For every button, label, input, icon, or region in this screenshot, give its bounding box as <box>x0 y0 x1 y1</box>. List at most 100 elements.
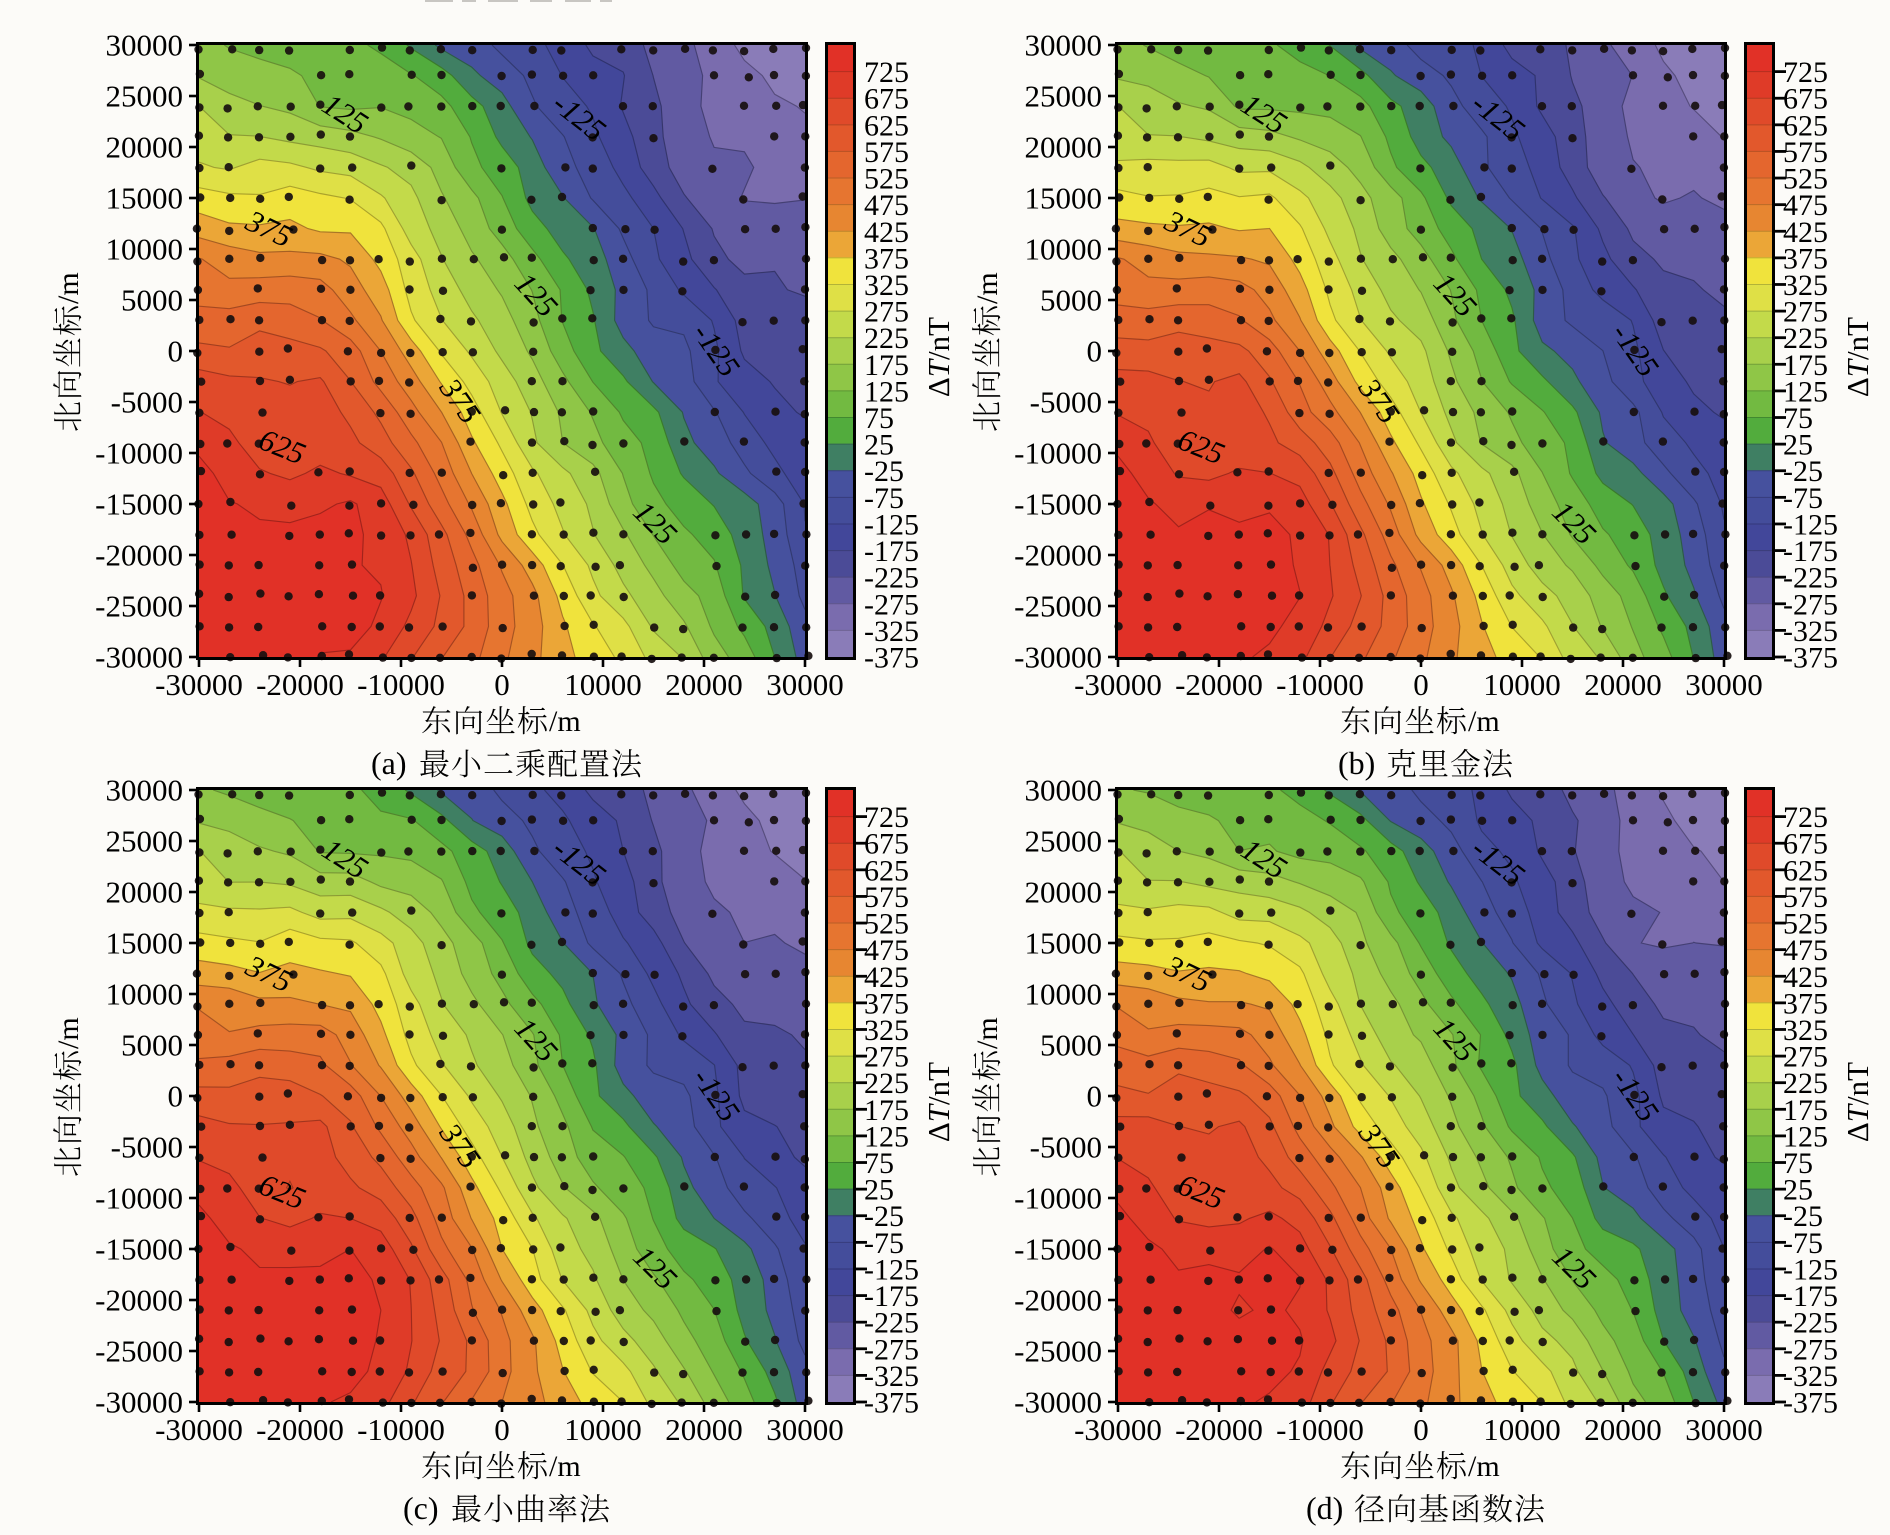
svg-text:525: 525 <box>1783 163 1828 196</box>
svg-text:-30000: -30000 <box>155 667 243 702</box>
svg-text:-75: -75 <box>1783 482 1823 515</box>
svg-text:-20000: -20000 <box>95 538 183 573</box>
svg-text:125: 125 <box>1783 1120 1828 1153</box>
svg-text:-5000: -5000 <box>111 385 183 420</box>
svg-text:30000: 30000 <box>766 1412 844 1447</box>
svg-text:30000: 30000 <box>106 28 184 63</box>
svg-text:725: 725 <box>864 801 909 834</box>
svg-text:-5000: -5000 <box>1030 1130 1102 1165</box>
svg-text:30000: 30000 <box>1685 1412 1763 1447</box>
svg-text:0: 0 <box>1087 1079 1103 1114</box>
svg-text:10000: 10000 <box>106 977 184 1012</box>
svg-text:ΔT/nT: ΔT/nT <box>1840 317 1875 397</box>
svg-text:575: 575 <box>1783 136 1828 169</box>
svg-text:20000: 20000 <box>1584 1412 1662 1447</box>
svg-text:125: 125 <box>864 375 909 408</box>
svg-text:ΔT/nT: ΔT/nT <box>1840 1062 1875 1142</box>
svg-text:75: 75 <box>1783 1147 1813 1180</box>
svg-text:20000: 20000 <box>106 875 184 910</box>
svg-text:-30000: -30000 <box>95 1385 183 1420</box>
svg-text:325: 325 <box>1783 1014 1828 1047</box>
svg-text:725: 725 <box>864 56 909 89</box>
svg-text:125: 125 <box>864 1120 909 1153</box>
svg-text:725: 725 <box>1783 801 1828 834</box>
svg-text:/m: /m <box>549 1450 581 1483</box>
svg-text:20000: 20000 <box>1025 130 1103 165</box>
svg-text:-15000: -15000 <box>1014 487 1102 522</box>
svg-text:175: 175 <box>1783 1094 1828 1127</box>
svg-text:30000: 30000 <box>1025 28 1103 63</box>
svg-text:15000: 15000 <box>1025 926 1103 961</box>
svg-text:25000: 25000 <box>1025 79 1103 114</box>
svg-text:-275: -275 <box>1783 1333 1838 1366</box>
svg-text:10000: 10000 <box>1483 1412 1561 1447</box>
svg-text:-175: -175 <box>864 1280 919 1313</box>
svg-text:375: 375 <box>864 242 909 275</box>
svg-text:-225: -225 <box>864 562 919 595</box>
svg-text:375: 375 <box>864 987 909 1020</box>
svg-text:625: 625 <box>1783 109 1828 142</box>
svg-text:10000: 10000 <box>1483 667 1561 702</box>
svg-text:575: 575 <box>1783 881 1828 914</box>
svg-text:425: 425 <box>1783 961 1828 994</box>
svg-text:0: 0 <box>1087 334 1103 369</box>
svg-text:-30000: -30000 <box>1074 667 1162 702</box>
svg-text:-5000: -5000 <box>1030 385 1102 420</box>
svg-text:-325: -325 <box>1783 1360 1838 1393</box>
svg-text:525: 525 <box>1783 908 1828 941</box>
svg-text:15000: 15000 <box>106 181 184 216</box>
svg-text:-30000: -30000 <box>155 1412 243 1447</box>
svg-text:10000: 10000 <box>106 232 184 267</box>
svg-text:-30000: -30000 <box>1014 640 1102 675</box>
svg-text:275: 275 <box>864 1041 909 1074</box>
svg-text:0: 0 <box>1413 667 1429 702</box>
svg-text:/m: /m <box>1468 705 1500 738</box>
svg-text:/m: /m <box>52 272 85 304</box>
svg-text:-10000: -10000 <box>1014 436 1102 471</box>
svg-text:575: 575 <box>864 136 909 169</box>
svg-text:-25: -25 <box>864 455 904 488</box>
svg-text:-275: -275 <box>864 1333 919 1366</box>
svg-text:-5000: -5000 <box>111 1130 183 1165</box>
svg-text:675: 675 <box>1783 83 1828 116</box>
svg-text:175: 175 <box>864 349 909 382</box>
svg-text:-275: -275 <box>864 588 919 621</box>
svg-text:525: 525 <box>864 163 909 196</box>
svg-text:-225: -225 <box>1783 1307 1838 1340</box>
svg-text:325: 325 <box>864 269 909 302</box>
svg-text:-15000: -15000 <box>95 1232 183 1267</box>
svg-text:-25000: -25000 <box>95 1334 183 1369</box>
svg-text:/m: /m <box>1468 1450 1500 1483</box>
svg-text:-325: -325 <box>864 1360 919 1393</box>
svg-text:-20000: -20000 <box>1175 667 1263 702</box>
svg-text:-15000: -15000 <box>95 487 183 522</box>
svg-text:225: 225 <box>864 1067 909 1100</box>
svg-text:225: 225 <box>1783 1067 1828 1100</box>
svg-text:-75: -75 <box>1783 1227 1823 1260</box>
svg-text:725: 725 <box>1783 56 1828 89</box>
svg-text:175: 175 <box>1783 349 1828 382</box>
svg-text:0: 0 <box>494 667 510 702</box>
svg-text:675: 675 <box>864 828 909 861</box>
svg-text:25: 25 <box>864 429 894 462</box>
svg-text:-20000: -20000 <box>1175 1412 1263 1447</box>
svg-text:-25000: -25000 <box>95 589 183 624</box>
svg-text:15000: 15000 <box>106 926 184 961</box>
svg-text:15000: 15000 <box>1025 181 1103 216</box>
svg-text:/m: /m <box>549 705 581 738</box>
svg-text:-20000: -20000 <box>95 1283 183 1318</box>
svg-text:-20000: -20000 <box>1014 538 1102 573</box>
svg-text:-125: -125 <box>1783 509 1838 542</box>
svg-text:-25000: -25000 <box>1014 1334 1102 1369</box>
svg-text:625: 625 <box>864 109 909 142</box>
svg-text:-375: -375 <box>864 1387 919 1420</box>
svg-text:-125: -125 <box>864 509 919 542</box>
svg-text:/m: /m <box>971 272 1004 304</box>
svg-text:25000: 25000 <box>1025 824 1103 859</box>
svg-text:-25000: -25000 <box>1014 589 1102 624</box>
svg-text:ΔT/nT: ΔT/nT <box>921 317 956 397</box>
svg-text:275: 275 <box>864 296 909 329</box>
svg-text:225: 225 <box>864 322 909 355</box>
svg-text:5000: 5000 <box>1040 283 1102 318</box>
svg-text:-30000: -30000 <box>1014 1385 1102 1420</box>
